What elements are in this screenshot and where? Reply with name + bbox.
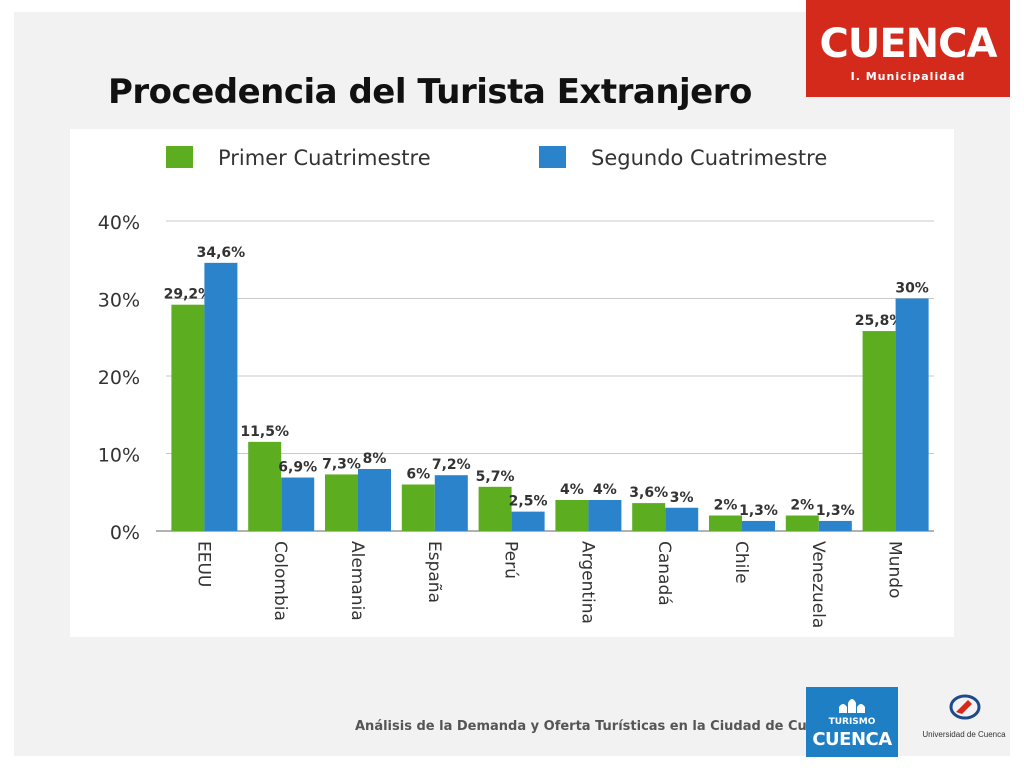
data-label: 1,3% — [739, 503, 778, 519]
bar — [742, 520, 775, 531]
bar — [862, 331, 896, 531]
bar — [709, 515, 742, 531]
x-tick-label: Colombia — [270, 541, 290, 621]
data-label: 2% — [714, 498, 738, 514]
data-label: 25,8% — [855, 313, 904, 329]
data-label: 4% — [560, 482, 584, 498]
universidad-cuenca-logo: Universidad de Cuenca — [922, 692, 1006, 748]
x-tick-label: Mundo — [885, 541, 905, 598]
x-tick-label: Chile — [731, 541, 751, 584]
y-tick-label: 0% — [110, 522, 140, 544]
x-tick-label: Venezuela — [808, 541, 828, 628]
legend-label: Segundo Cuatrimestre — [591, 146, 827, 170]
y-tick-label: 30% — [98, 290, 140, 312]
turismo-cuenca-logo: TURISMO CUENCA — [806, 687, 898, 757]
data-label: 6,9% — [278, 460, 317, 476]
data-label: 30% — [895, 281, 929, 297]
bar — [511, 511, 545, 531]
x-tick-label: Alemania — [347, 541, 367, 621]
chart-panel: 0% 10% 20% 30% 40% Primer Cuatrimestre Segundo… — [70, 129, 954, 637]
data-label: 29,2% — [164, 287, 213, 303]
bar — [785, 515, 819, 531]
bar-chart: 0% 10% 20% 30% 40% Primer Cuatrimestre Segundo… — [98, 146, 934, 628]
y-tick-label: 10% — [98, 445, 140, 467]
x-tick-label: Canadá — [654, 541, 674, 606]
cuenca-municipality-logo: CUENCA I. Municipalidad — [806, 0, 1010, 97]
bar — [434, 475, 468, 531]
data-label: 7,2% — [432, 457, 471, 473]
bar — [401, 484, 435, 531]
bar — [248, 441, 282, 531]
data-label: 4% — [593, 482, 617, 498]
y-tick-label: 40% — [98, 212, 140, 234]
bar — [555, 500, 589, 531]
legend-swatch — [166, 146, 193, 168]
bar — [588, 500, 622, 531]
university-emblem-icon — [949, 694, 981, 720]
data-label: 3% — [670, 490, 694, 506]
data-label: 2% — [790, 498, 814, 514]
x-tick-label: Perú — [501, 541, 521, 579]
data-label: 1,3% — [816, 503, 855, 519]
church-dome-icon — [839, 699, 865, 713]
data-label: 7,3% — [322, 456, 361, 472]
bar — [325, 474, 358, 531]
bar — [358, 469, 391, 531]
footer-caption: Análisis de la Demanda y Oferta Turístic… — [355, 719, 842, 734]
data-label: 2,5% — [509, 494, 548, 510]
bar — [632, 503, 666, 531]
x-tick-label: EEUU — [193, 541, 213, 587]
bar — [478, 486, 512, 531]
data-label: 5,7% — [476, 469, 515, 485]
university-name: Universidad de Cuenca — [922, 730, 1006, 739]
bar — [665, 507, 699, 531]
x-tick-label: Argentina — [577, 541, 597, 624]
legend-swatch — [539, 146, 566, 168]
data-label: 11,5% — [240, 424, 289, 440]
x-tick-label: España — [424, 541, 444, 603]
logo-wordmark: CUENCA — [819, 21, 998, 67]
logo-subtitle: I. Municipalidad — [850, 70, 966, 83]
logo-small-text: TURISMO — [828, 717, 876, 727]
bar — [818, 520, 852, 531]
bar — [204, 262, 238, 531]
y-tick-label: 20% — [98, 367, 140, 389]
data-label: 8% — [363, 451, 387, 467]
data-label: 6% — [406, 467, 430, 483]
bar — [171, 304, 205, 531]
logo-big-text: CUENCA — [812, 729, 892, 750]
bar — [281, 477, 315, 531]
data-label: 3,6% — [629, 485, 668, 501]
bar — [895, 298, 929, 531]
slide-title: Procedencia del Turista Extranjero — [108, 72, 752, 112]
data-label: 34,6% — [197, 245, 246, 261]
legend-label: Primer Cuatrimestre — [218, 146, 431, 170]
